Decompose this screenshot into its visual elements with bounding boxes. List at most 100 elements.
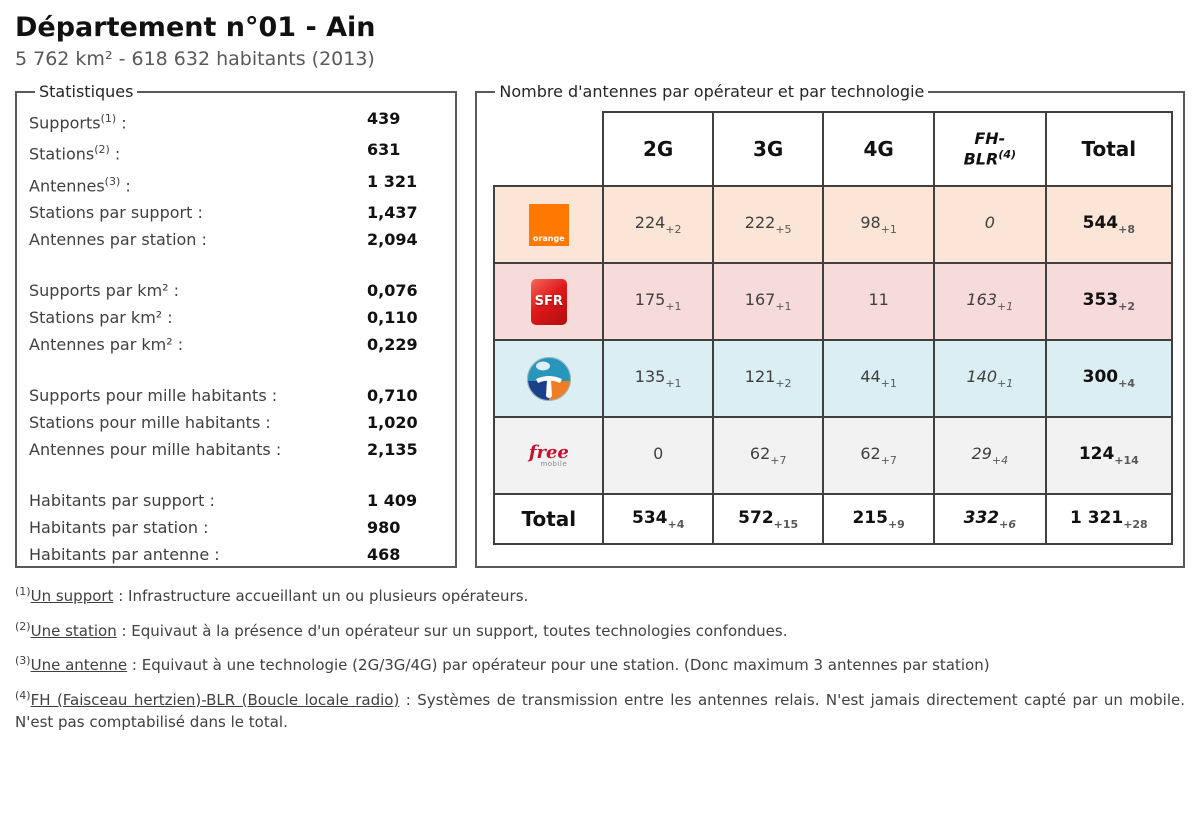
antenna-count: 167 [744, 290, 776, 310]
antenna-delta: +28 [1123, 517, 1148, 531]
antenna-delta: +14 [1114, 454, 1139, 468]
stat-row-stations: Stations(2) : 631 [29, 136, 445, 167]
value-cell-sfr-fhblr: 163+1 [933, 262, 1047, 342]
empty-corner-cell [494, 112, 603, 186]
stat-label-text: Habitants par support : [29, 491, 215, 511]
value-cell-free-3g: 62+7 [712, 416, 825, 496]
stat-value: 631 [367, 140, 401, 160]
stat-label-text: Stations [29, 144, 95, 164]
stat-label: Supports pour mille habitants : [29, 382, 367, 409]
stat-value: 1,437 [367, 203, 418, 223]
footnote-1: (1)Un support : Infrastructure accueilla… [15, 584, 1185, 608]
antenna-delta: +1 [665, 300, 682, 314]
antenna-delta: +1 [997, 377, 1014, 391]
footnote-term-link[interactable]: Un support [30, 587, 114, 606]
value-cell-sfr-3g: 167+1 [712, 262, 825, 342]
stat-label-text: Supports pour mille habitants : [29, 386, 278, 406]
operator-row-orange: orange 224+2 222+5 98+1 0 544+8 [493, 185, 1174, 265]
antenna-count: 224 [634, 213, 666, 233]
value-cell-orange-4g: 98+1 [822, 185, 935, 265]
stat-label-tail: : [116, 113, 127, 133]
antenna-delta: +1 [997, 300, 1014, 314]
stat-label: Stations par support : [29, 199, 367, 226]
footnote-ref-3: (3) [104, 174, 121, 188]
footnote-term-link[interactable]: Une antenne [30, 656, 128, 675]
header-row: 2G 3G 4G FH- BLR(4) Total [494, 111, 1174, 188]
stat-value: 1 409 [367, 491, 418, 511]
footnote-text: : Equivaut à une technologie (2G/3G/4G) … [127, 656, 990, 675]
free-mobile-logo: free mobile [529, 443, 569, 468]
operator-logo-cell: SFR [493, 262, 605, 342]
antenna-delta: +4 [991, 454, 1009, 468]
stat-row-antennes-km2: Antennes par km² : 0,229 [29, 331, 445, 358]
antenna-count: 215 [852, 507, 888, 528]
value-cell-bouygues-3g: 121+2 [712, 339, 825, 419]
antenna-delta: +1 [880, 223, 897, 237]
stat-label: Habitants par antenne : [29, 541, 367, 568]
stat-label-text: Antennes [29, 176, 105, 196]
total-cell-2g: 534+4 [602, 493, 715, 546]
antenna-table: 2G 3G 4G FH- BLR(4) Total orange 224+2 2… [493, 111, 1174, 546]
fh-line2: BLR [963, 149, 999, 169]
antenna-delta: +1 [775, 300, 792, 314]
stat-row-supports-mille: Supports pour mille habitants : 0,710 [29, 382, 445, 409]
antenna-count: 222 [744, 213, 776, 233]
operator-logo-cell: orange [493, 185, 605, 265]
operator-row-sfr: SFR 175+1 167+1 11 163+1 353+2 [493, 262, 1174, 342]
stat-value: 439 [367, 109, 401, 129]
column-header-4g: 4G [822, 111, 935, 188]
stat-row-supports-km2: Supports par km² : 0,076 [29, 277, 445, 304]
stat-label: Habitants par support : [29, 487, 367, 514]
antenna-delta: +2 [665, 223, 682, 237]
stat-label: Stations(2) : [29, 136, 367, 167]
footnote-text: : Infrastructure accueillant un ou plusi… [113, 587, 529, 606]
footnote-number: (1) [15, 585, 31, 599]
stat-label-tail: : [109, 144, 121, 164]
antenna-count: 124 [1078, 444, 1115, 465]
stat-value: 1,020 [367, 413, 418, 433]
stat-row-habitants-station: Habitants par station : 980 [29, 514, 445, 541]
value-cell-bouygues-4g: 44+1 [822, 339, 935, 419]
value-cell-bouygues-fhblr: 140+1 [933, 339, 1047, 419]
stat-label: Stations par km² : [29, 304, 367, 331]
antenna-delta: +6 [999, 517, 1017, 531]
stat-row-stations-mille: Stations pour mille habitants : 1,020 [29, 409, 445, 436]
stat-label-text: Supports [29, 113, 101, 133]
stat-label: Supports(1) : [29, 105, 367, 136]
footnote-4: (4)FH (Faisceau hertzien)-BLR (Boucle lo… [15, 688, 1185, 734]
stat-label-text: Habitants par station : [29, 518, 209, 538]
stat-label-text: Antennes pour mille habitants : [29, 440, 282, 460]
antenna-count: 62 [749, 444, 771, 464]
antenna-delta: +2 [775, 377, 792, 391]
column-header-3g: 3G [712, 111, 825, 188]
footnote-ref-2: (2) [94, 143, 110, 157]
stat-value: 0,110 [367, 308, 418, 328]
value-cell-sfr-4g: 11 [822, 262, 935, 342]
operator-logo-cell [493, 339, 605, 419]
antenna-delta: +2 [1118, 300, 1136, 314]
footnote-ref-4: (4) [998, 148, 1017, 162]
value-cell-orange-total: 544+8 [1044, 185, 1174, 265]
sfr-logo: SFR [530, 278, 567, 325]
bouygues-telecom-logo [526, 356, 571, 401]
orange-logo: orange [528, 203, 569, 246]
stat-value: 2,135 [367, 440, 418, 460]
footnote-term-link[interactable]: Une station [30, 621, 117, 640]
antenna-delta: +5 [775, 223, 792, 237]
value-cell-sfr-total: 353+2 [1044, 262, 1174, 342]
total-row-label: Total [493, 493, 605, 546]
value-cell-free-total: 124+14 [1044, 416, 1174, 496]
antenna-count: 44 [860, 367, 881, 387]
operator-row-free: free mobile 0 62+7 62+7 29+4 124+14 [493, 416, 1174, 496]
page-subtitle: 5 762 km² - 618 632 habitants (2013) [15, 48, 375, 71]
footnote-number: (2) [15, 619, 31, 633]
stat-row-habitants-antenne: Habitants par antenne : 468 [29, 541, 445, 568]
column-header-total: Total [1044, 111, 1174, 188]
footnote-term-link[interactable]: FH (Faisceau hertzien)-BLR (Boucle local… [30, 690, 400, 709]
stat-row-habitants-support: Habitants par support : 1 409 [29, 487, 445, 514]
stat-value: 2,094 [367, 230, 418, 250]
value-cell-orange-fhblr: 0 [933, 185, 1047, 265]
antenna-count: 140 [966, 367, 997, 387]
statistics-legend: Statistiques [39, 82, 134, 102]
stat-value: 0,076 [367, 281, 418, 301]
